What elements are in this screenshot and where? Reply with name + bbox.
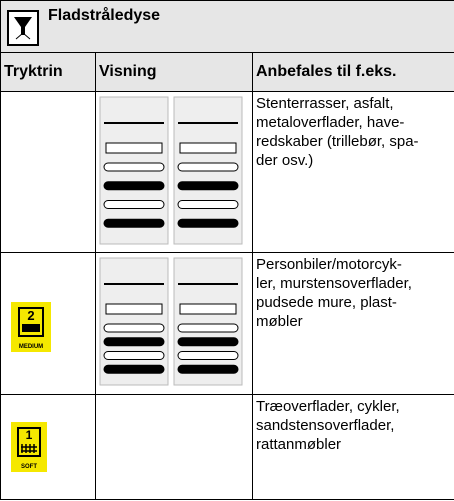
- level-cell: [0, 91, 96, 253]
- display-shape: [179, 142, 237, 153]
- level-icon: 1 SOFT: [11, 422, 47, 472]
- display-cell: [95, 394, 253, 500]
- level-cell: 2 MEDIUM: [0, 252, 96, 395]
- display-shape: [103, 364, 165, 374]
- display-shape: [177, 364, 239, 374]
- display-shape: [177, 323, 239, 333]
- level-number: 1: [26, 428, 33, 442]
- display-shape: [103, 337, 165, 347]
- level-number: 2: [27, 308, 34, 323]
- display-shape: [103, 351, 165, 360]
- display-cell: [95, 252, 253, 395]
- display-shape: [177, 218, 239, 228]
- title-cell: Fladstråledyse: [0, 0, 454, 53]
- display-shape: [103, 162, 165, 171]
- column-header: Tryktrin: [0, 52, 96, 92]
- level-label: SOFT: [21, 464, 37, 470]
- display-shape: [105, 303, 163, 315]
- recommendation: Stenterrasser, asfalt, metaloverflader, …: [251, 91, 454, 253]
- level-icon: 2 MEDIUM: [11, 301, 51, 352]
- column-header: Visning: [95, 52, 253, 92]
- display-shape: [173, 257, 243, 386]
- level-label: MEDIUM: [19, 344, 43, 350]
- display-shape: [177, 162, 239, 171]
- display-shape: [179, 303, 237, 315]
- display-shape: [177, 180, 239, 190]
- title: Fladstråledyse: [48, 7, 161, 24]
- recommendation: Træoverflader, cykler, sandstensoverflad…: [251, 394, 454, 500]
- display-shape: [99, 257, 169, 386]
- nozzle-icon: [7, 10, 39, 46]
- recommendation: Personbiler/motorcyk- ler, murstensoverf…: [251, 252, 454, 395]
- display-shape: [103, 218, 165, 228]
- display-shape: [103, 180, 165, 190]
- display-shape: [177, 351, 239, 360]
- display-shape: [177, 337, 239, 347]
- display-illustration: [99, 257, 243, 386]
- level-cell: 1 SOFT: [0, 394, 96, 500]
- display-shape: [177, 199, 239, 209]
- display-shape: [103, 323, 165, 333]
- display-illustration: [99, 96, 243, 244]
- display-shape: [105, 142, 163, 153]
- display-cell: [95, 91, 253, 253]
- column-header: Anbefales til f.eks.: [251, 52, 454, 92]
- display-shape: [103, 199, 165, 209]
